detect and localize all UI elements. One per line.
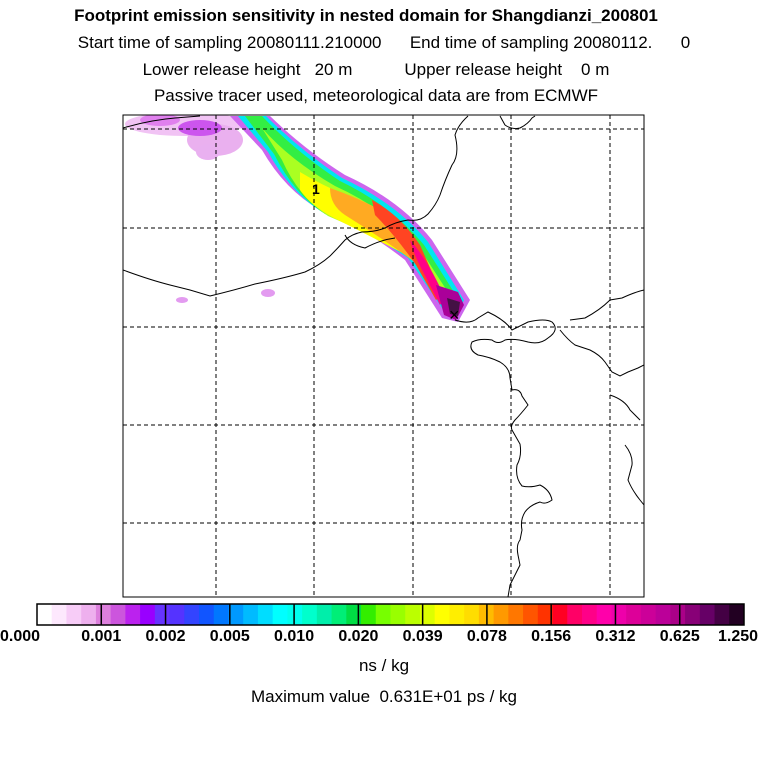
colorbar-cell: [169, 604, 185, 625]
colorbar-cell: [523, 604, 539, 625]
colorbar-cell: [302, 604, 318, 625]
colorbar-cell: [729, 604, 745, 625]
colorbar-cell: [567, 604, 583, 625]
colorbar-cell: [464, 604, 480, 625]
colorbar-cell: [110, 604, 126, 625]
colorbar-cell: [361, 604, 377, 625]
plume-haze: [140, 115, 180, 126]
colorbar-cell: [626, 604, 642, 625]
colorbar-cell: [685, 604, 701, 625]
colorbar-tick-label: 0.156: [531, 628, 572, 645]
colorbar-cell: [184, 604, 200, 625]
colorbar-tick-label: 0.078: [466, 628, 507, 645]
colorbar-cell: [552, 604, 568, 625]
trajectory-marker-label: 1: [312, 181, 320, 197]
colorbar-cell: [375, 604, 391, 625]
colorbar-tick-label: 0.020: [338, 628, 379, 645]
colorbar-cell: [287, 604, 303, 625]
border-line: [344, 234, 396, 249]
plume-pink: [410, 240, 445, 305]
colorbar-cell: [346, 604, 362, 625]
colorbar-cell: [51, 604, 67, 625]
colorbar-cell: [257, 604, 274, 625]
colorbar-cell: [419, 604, 436, 625]
colorbar-cells: [37, 604, 745, 625]
colorbar-dividers: [100, 604, 681, 625]
colorbar-cell: [140, 604, 156, 625]
coastline: [499, 115, 536, 130]
release-point-marker: ×: [449, 305, 460, 325]
colorbar-tick-label: 0.000: [0, 628, 41, 645]
colorbar-tick-label: 0.010: [274, 628, 315, 645]
colorbar-cell: [331, 604, 347, 625]
map-frame: [122, 114, 645, 598]
colorbar-cell: [537, 604, 554, 625]
colorbar-cell: [714, 604, 730, 625]
maximum-value-text: Maximum value 0.631E+01 ps / kg: [251, 687, 517, 706]
colorbar-cell: [699, 604, 716, 625]
coastline: [123, 115, 469, 297]
colorbar-cell: [640, 604, 657, 625]
colorbar-cell: [611, 604, 627, 625]
colorbar-cell: [199, 604, 215, 625]
colorbar-cell: [66, 604, 82, 625]
plume-haze: [196, 144, 220, 160]
colorbar-cell: [213, 604, 229, 625]
tracer-info-line: Passive tracer used, meteorological data…: [153, 86, 599, 105]
colorbar-cell: [37, 604, 53, 625]
colorbar-tick-label: 1.250: [717, 628, 759, 645]
colorbar-cell: [508, 604, 524, 625]
colorbar-cell: [228, 604, 244, 625]
colorbar-cell: [316, 604, 333, 625]
plot-title: Footprint emission sensitivity in nested…: [74, 6, 658, 25]
sampling-time-line: Start time of sampling 20080111.210000 E…: [77, 33, 691, 52]
plume-haze: [178, 120, 222, 136]
colorbar-cell: [596, 604, 612, 625]
colorbar-cell: [434, 604, 450, 625]
colorbar-cell: [581, 604, 598, 625]
colorbar-cell: [390, 604, 406, 625]
plume-red: [372, 200, 442, 300]
colorbar-units: ns / kg: [358, 656, 410, 675]
colorbar-cell: [655, 604, 671, 625]
colorbar-cell: [154, 604, 171, 625]
colorbar-cell: [95, 604, 112, 625]
colorbar-cell: [449, 604, 465, 625]
colorbar-tick-label: 0.001: [81, 628, 122, 645]
plume-orange: [330, 188, 444, 304]
colorbar-tick-label: 0.312: [595, 628, 636, 645]
coastline: [454, 311, 556, 597]
plume-dark-core: [447, 298, 460, 316]
colorbar-cell: [405, 604, 421, 625]
colorbar-frame: [36, 603, 745, 626]
colorbar-tick-label: 0.002: [145, 628, 186, 645]
colorbar-cell: [125, 604, 141, 625]
colorbar-tick-label: 0.625: [659, 628, 700, 645]
colorbar-tick-label: 0.005: [209, 628, 250, 645]
plume-haze: [176, 297, 188, 303]
plume-haze: [261, 289, 275, 297]
map-grid: [123, 115, 644, 597]
colorbar-cell: [272, 604, 288, 625]
colorbar-cell: [670, 604, 686, 625]
colorbar-cell: [81, 604, 97, 625]
colorbar-cell: [493, 604, 509, 625]
colorbar-tick-label: 0.039: [402, 628, 443, 645]
release-height-line: Lower release height 20 m Upper release …: [142, 60, 610, 79]
colorbar-cell: [243, 604, 259, 625]
